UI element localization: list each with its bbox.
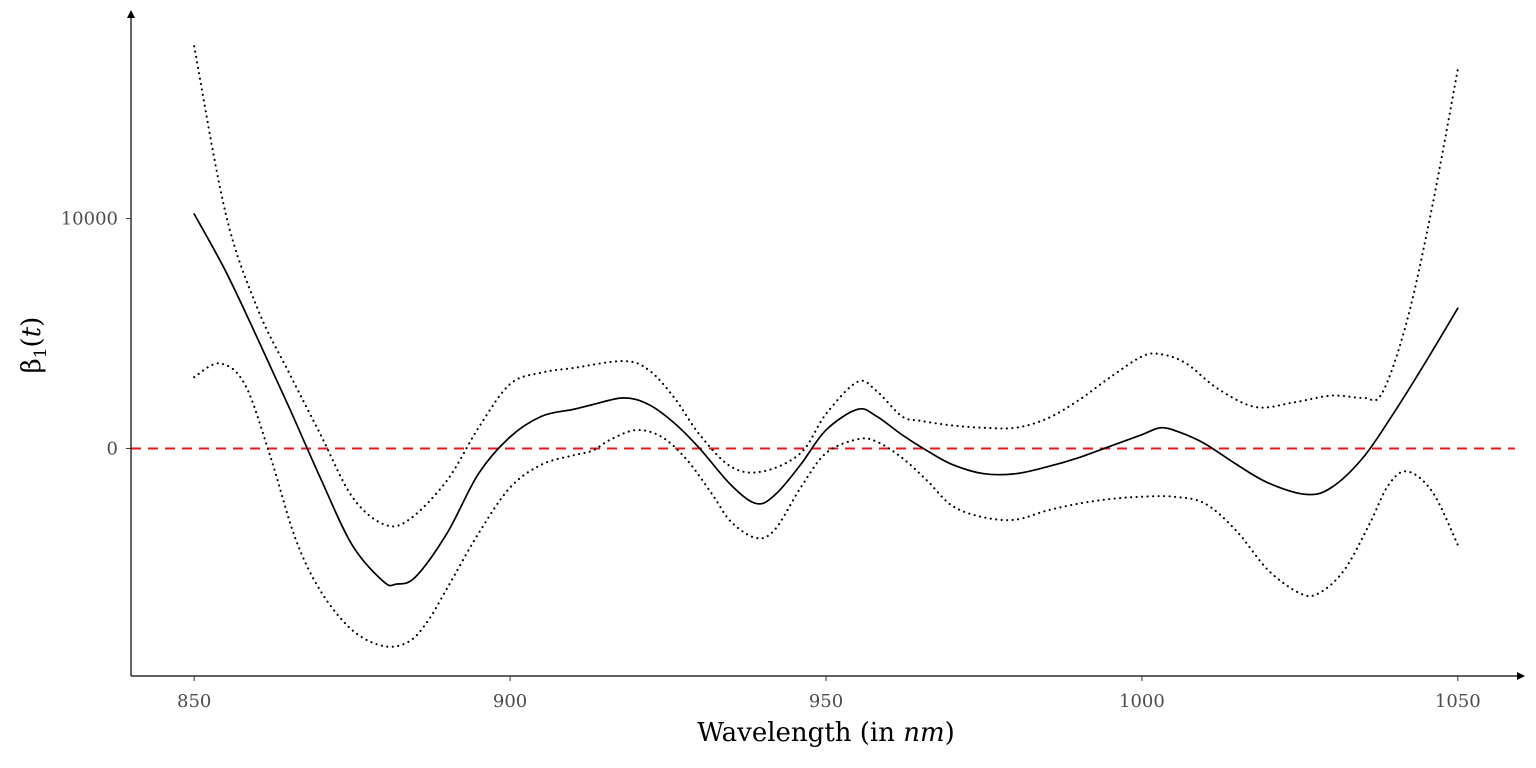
x-axis-title: Wavelength (in nm) [697, 718, 955, 748]
x-tick-label: 1000 [1119, 691, 1165, 712]
series-line-estimate [193, 213, 1459, 587]
x-tick-label: 950 [809, 691, 843, 712]
y-axis-title-close: ) [17, 317, 47, 327]
x-tick-label: 1050 [1435, 691, 1481, 712]
series-line-lower-band [193, 362, 1459, 648]
x-tick-label: 900 [493, 691, 527, 712]
y-tick-label: 10000 [61, 209, 118, 230]
x-axis-title-unit: nm [903, 718, 944, 748]
y-axis-title-open: ( [17, 337, 47, 347]
x-tick-label: 850 [177, 691, 211, 712]
series-layer [131, 45, 1515, 648]
y-tick-label: 0 [107, 438, 118, 459]
y-axis-title-arg: t [17, 326, 47, 337]
series-line-upper-band [193, 45, 1459, 528]
y-axis-title-subscript: 1 [31, 347, 51, 358]
y-axis-title: β1(t) [17, 317, 51, 374]
x-axis-title-suffix: ) [945, 718, 955, 748]
tick-layer: 850 900 950 1000 1050 0 10000 [61, 209, 1481, 712]
y-axis-title-symbol: β [17, 358, 47, 373]
x-axis-title-prefix: Wavelength (in [697, 718, 903, 748]
